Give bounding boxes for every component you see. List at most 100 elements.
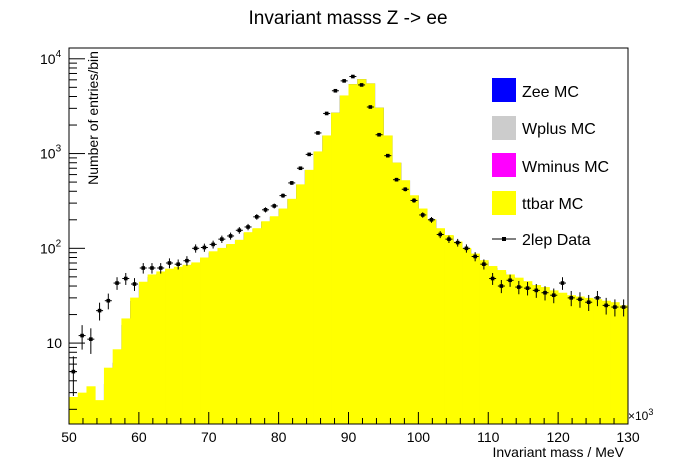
ttbar-bar (243, 232, 253, 424)
ttbar-bar (339, 95, 349, 425)
ttbar-bar (69, 396, 79, 424)
data-point (296, 166, 304, 171)
data-point (427, 216, 435, 223)
ttbar-bar (374, 107, 384, 425)
data-point (200, 243, 208, 252)
ttbar-bar (619, 305, 629, 424)
ttbar-bar (252, 228, 262, 424)
ttbar-bar (531, 285, 542, 424)
ttbar-bar (200, 257, 210, 424)
ttbar-bar (470, 253, 480, 424)
data-point (532, 284, 540, 298)
data-point (454, 238, 462, 247)
ttbar-bar (549, 290, 559, 424)
data-point (104, 293, 112, 310)
chart-title: Invariant masss Z -> ee (248, 8, 447, 29)
data-point (174, 259, 182, 270)
ttbar-bar (182, 264, 192, 424)
data-point (576, 292, 584, 308)
ttbar-bar (261, 221, 271, 424)
ttbar-bar (348, 84, 358, 424)
ttbar-bar (173, 266, 183, 424)
legend-label-ttbar: ttbar MC (522, 196, 583, 213)
ttbar-bar (165, 268, 175, 424)
data-point (541, 286, 549, 301)
legend-swatch-zee (492, 78, 516, 102)
x-tick-label: 60 (131, 429, 147, 445)
data-points (69, 74, 628, 397)
data-point (462, 244, 470, 253)
x-tick-label: 100 (407, 429, 431, 445)
data-point (489, 272, 497, 285)
data-point (209, 240, 217, 249)
ttbar-bar (269, 216, 280, 424)
ttbar-bar (610, 302, 620, 424)
data-point (349, 74, 357, 79)
data-point (69, 356, 77, 397)
ttbar-bar (400, 180, 411, 424)
ttbar-bar (514, 277, 524, 424)
ttbar-bar (191, 262, 201, 424)
y-tick-label: 10 (46, 335, 62, 351)
x-tick-label: 120 (546, 429, 570, 445)
legend-marker-data (492, 237, 516, 241)
x-axis: 50 60 70 80 90 100 110 120 130 (61, 412, 640, 445)
ttbar-bar (234, 239, 245, 424)
ttbar-bar (575, 296, 585, 424)
ttbar-bar (95, 400, 105, 424)
data-point (218, 235, 226, 243)
data-point (410, 198, 418, 203)
ttbar-bar (278, 208, 288, 424)
x-axis-label: Invariant mass / MeV (493, 444, 625, 460)
ttbar-bar (121, 318, 131, 424)
data-point (480, 259, 488, 270)
y-tick-label: 104 (40, 49, 62, 67)
data-point (148, 263, 156, 274)
legend-label-wplus: Wplus MC (522, 121, 596, 138)
ttbar-bar (322, 135, 332, 424)
ttbar-bar (505, 274, 515, 424)
data-point (340, 79, 348, 83)
y-axis-label: Number of entries/bin (85, 51, 101, 185)
legend-swatch-wplus (492, 116, 516, 140)
data-point (524, 281, 532, 296)
ttbar-bar (296, 184, 306, 424)
data-point (331, 88, 339, 93)
x-tick-label: 90 (341, 429, 357, 445)
ttbar-bar (365, 83, 376, 425)
ttbar-bar (287, 198, 297, 424)
data-point (393, 177, 401, 182)
data-point (131, 278, 139, 291)
x-tick-label: 70 (201, 429, 217, 445)
ttbar-bar (156, 271, 166, 424)
ttbar-bar (566, 295, 576, 424)
data-point (567, 290, 575, 307)
legend-swatch-ttbar (492, 191, 516, 215)
data-point (375, 132, 383, 137)
legend: Zee MC Wplus MC Wminus MC ttbar MC 2lep … (492, 78, 609, 249)
data-point (471, 252, 479, 262)
x-tick-label: 50 (61, 429, 77, 445)
data-point (497, 279, 505, 294)
data-point (620, 299, 628, 317)
data-point (401, 187, 409, 192)
ttbar-bar (313, 151, 323, 424)
data-point (288, 181, 296, 185)
data-point (506, 274, 514, 287)
ttbar-bar (130, 297, 140, 424)
data-point (96, 302, 104, 321)
data-point (436, 231, 444, 239)
ttbar-bar (226, 244, 236, 424)
ttbar-bar (103, 367, 114, 424)
data-point (611, 299, 619, 317)
data-point (139, 263, 147, 274)
ttbar-bar (112, 349, 122, 424)
ttbar-bar (584, 297, 594, 424)
data-point (165, 258, 173, 269)
y-axis: 10 102 103 104 (40, 49, 85, 410)
x-tick-label: 110 (477, 429, 500, 445)
data-point (227, 232, 235, 240)
ttbar-bar (77, 392, 87, 424)
data-point (366, 105, 374, 109)
